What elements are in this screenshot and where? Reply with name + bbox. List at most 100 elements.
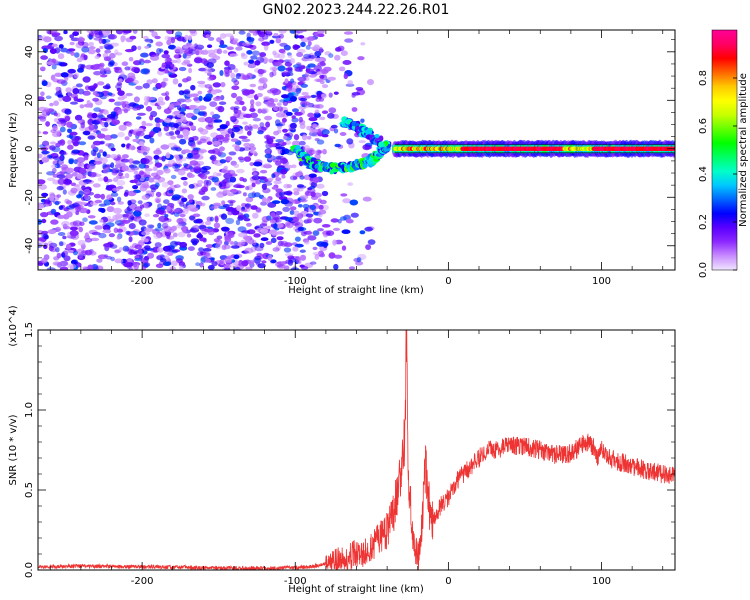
noise-cell: [70, 101, 78, 105]
noise-cell: [106, 118, 112, 123]
noise-cell: [45, 44, 54, 50]
noise-cell: [245, 236, 251, 243]
noise-cell: [134, 206, 143, 213]
noise-cell: [243, 218, 251, 222]
noise-cell: [149, 131, 155, 136]
noise-cell: [316, 183, 325, 189]
noise-cell: [132, 30, 138, 34]
noise-cell: [58, 241, 64, 247]
noise-cell: [114, 249, 121, 254]
noise-cell: [171, 225, 177, 231]
noise-cell: [67, 249, 74, 254]
noise-cell: [170, 260, 178, 267]
noise-cell: [131, 45, 137, 51]
noise-cell: [215, 134, 225, 140]
noise-cell: [260, 169, 268, 174]
noise-cell: [111, 119, 120, 125]
noise-cell: [129, 35, 137, 40]
noise-cell: [54, 226, 62, 232]
noise-cell: [193, 57, 203, 64]
noise-cell: [163, 199, 170, 205]
noise-cell: [200, 202, 206, 207]
noise-cell: [163, 126, 169, 132]
noise-cell: [152, 86, 159, 91]
noise-cell: [188, 184, 195, 189]
noise-cell: [250, 99, 255, 106]
noise-cell: [64, 178, 69, 183]
noise-cell: [242, 42, 251, 47]
noise-cell: [132, 261, 138, 268]
noise-cell: [82, 266, 89, 270]
noise-cell: [63, 226, 71, 230]
noise-cell: [215, 239, 223, 246]
noise-cell: [287, 52, 292, 56]
noise-cell: [302, 203, 310, 209]
noise-cell: [245, 266, 253, 270]
noise-cell: [40, 55, 48, 60]
noise-cell: [41, 109, 50, 116]
noise-cell: [125, 77, 135, 83]
noise-cell: [174, 164, 181, 169]
noise-cell: [299, 97, 308, 102]
noise-cell: [73, 72, 79, 79]
noise-cell: [296, 48, 306, 54]
noise-cell: [227, 128, 233, 134]
noise-cell: [84, 249, 93, 256]
noise-cell: [202, 258, 211, 263]
noise-cell: [207, 49, 216, 55]
noise-cell: [78, 201, 87, 205]
noise-cell: [137, 45, 142, 51]
noise-cell: [321, 190, 329, 197]
noise-cell: [40, 66, 46, 71]
noise-cell: [203, 30, 212, 35]
noise-cell: [312, 251, 321, 256]
noise-cell: [181, 157, 187, 162]
noise-cell: [49, 48, 57, 54]
noise-cell: [161, 181, 169, 188]
noise-cell: [62, 235, 67, 240]
noise-cell: [92, 97, 99, 102]
noise-cell: [367, 79, 374, 86]
noise-cell: [260, 69, 267, 74]
noise-cell: [198, 111, 206, 116]
noise-cell: [53, 118, 60, 123]
noise-cell: [231, 92, 237, 99]
noise-cell: [314, 50, 322, 57]
noise-cell: [122, 245, 130, 252]
noise-cell: [275, 211, 283, 215]
noise-cell: [226, 46, 234, 50]
noise-cell: [182, 119, 188, 123]
noise-cell: [293, 187, 300, 193]
noise-cell: [193, 96, 200, 101]
noise-cell: [123, 192, 129, 197]
noise-cell: [269, 39, 275, 44]
noise-cell: [319, 199, 327, 205]
noise-cell: [188, 67, 193, 74]
noise-cell: [57, 214, 65, 219]
noise-cell: [182, 78, 189, 83]
noise-cell: [181, 188, 188, 194]
noise-cell: [38, 262, 44, 266]
noise-cell: [166, 57, 172, 62]
noise-cell: [318, 47, 324, 53]
noise-cell: [328, 53, 334, 58]
noise-cell: [195, 44, 205, 50]
noise-cell: [243, 156, 252, 162]
noise-cell: [83, 188, 91, 195]
noise-cell: [139, 184, 146, 189]
noise-cell: [172, 78, 179, 85]
noise-cell: [345, 219, 354, 224]
noise-cell: [305, 68, 310, 73]
y-tick-label: 20: [24, 94, 35, 107]
noise-cell: [306, 135, 312, 140]
noise-cell: [271, 89, 277, 96]
noise-cell: [58, 44, 64, 49]
noise-cell: [342, 198, 351, 204]
noise-cell: [185, 112, 195, 119]
noise-cell: [75, 42, 83, 49]
noise-cell: [320, 74, 328, 81]
noise-cell: [349, 199, 359, 206]
noise-cell: [260, 201, 268, 206]
noise-cell: [103, 56, 109, 62]
noise-cell: [256, 92, 263, 98]
